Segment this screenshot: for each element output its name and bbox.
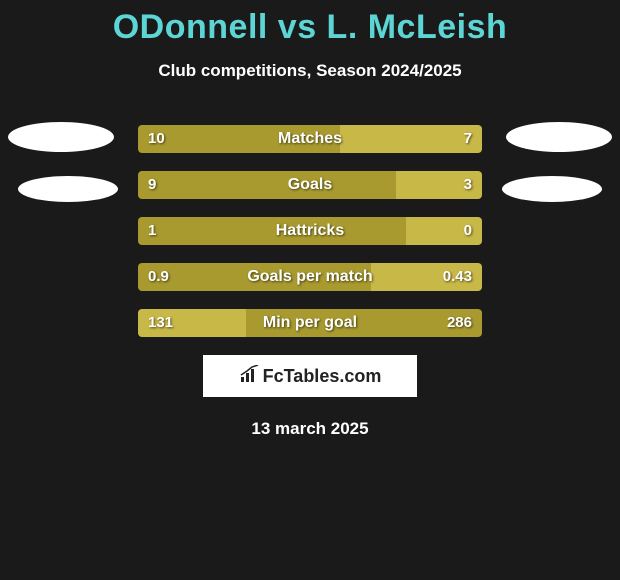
chart-icon [239, 365, 261, 388]
stat-row: Goals93 [138, 171, 482, 199]
bar-left [138, 125, 340, 153]
stat-row: Matches107 [138, 125, 482, 153]
page-title: ODonnell vs L. McLeish [0, 0, 620, 47]
bar-left [138, 309, 246, 337]
brand-text: FcTables.com [263, 366, 382, 387]
date-line: 13 march 2025 [0, 419, 620, 439]
comparison-chart: Matches107 Goals93 Hattricks10 Goals per ma… [0, 125, 620, 439]
bar-right [246, 309, 482, 337]
bar-right [406, 217, 482, 245]
bar-right [340, 125, 482, 153]
bar-left [138, 217, 406, 245]
brand-badge: FcTables.com [203, 355, 417, 397]
stat-row: Hattricks10 [138, 217, 482, 245]
bar-left [138, 263, 371, 291]
bar-right [396, 171, 482, 199]
stat-row: Goals per match0.90.43 [138, 263, 482, 291]
bar-right [371, 263, 482, 291]
stat-row: Min per goal131286 [138, 309, 482, 337]
page-subtitle: Club competitions, Season 2024/2025 [0, 61, 620, 81]
bar-left [138, 171, 396, 199]
